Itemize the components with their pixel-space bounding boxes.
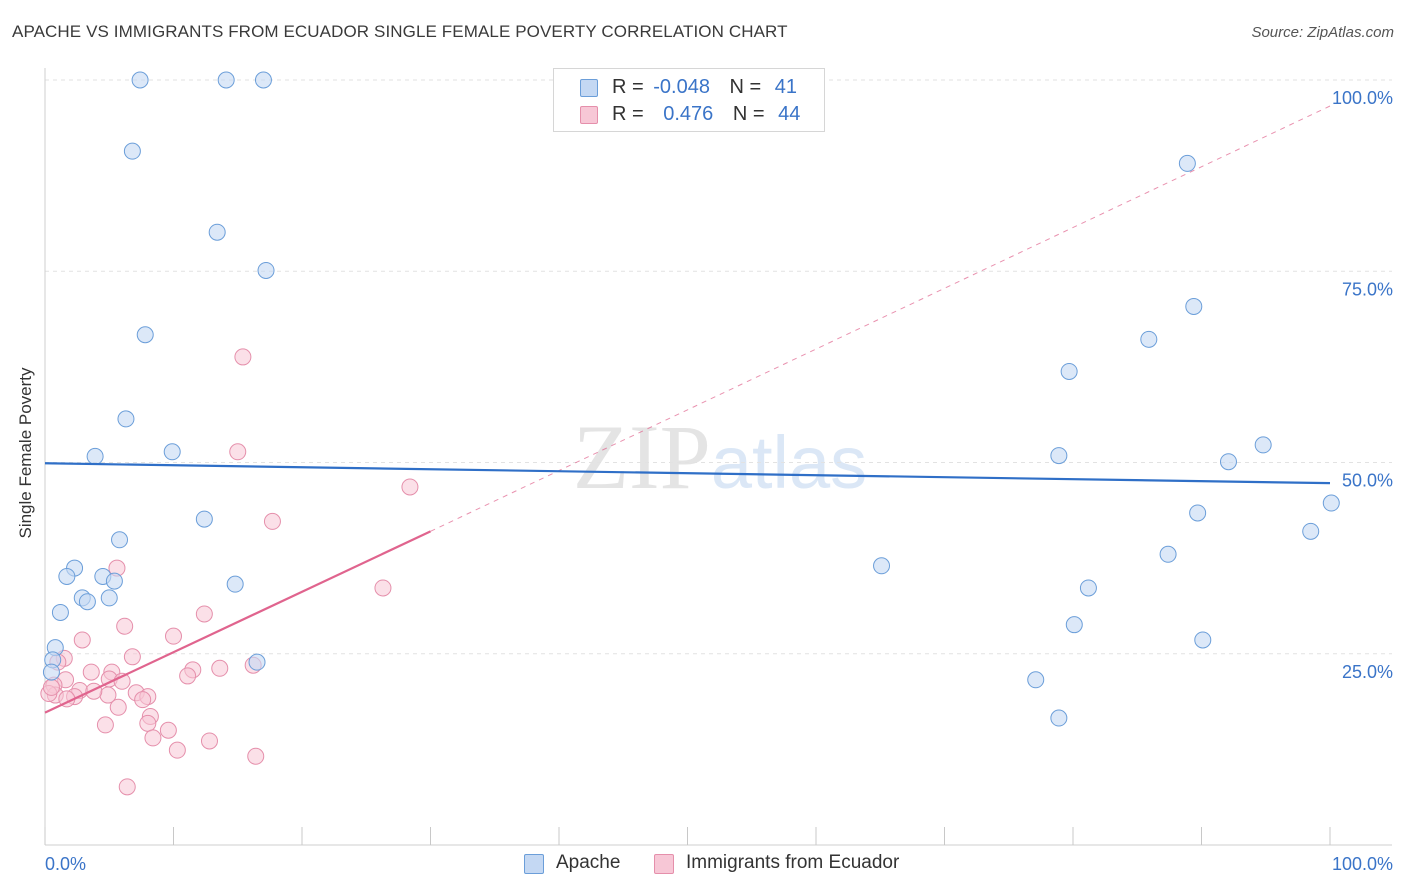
legend-n-label: N = — [732, 103, 765, 125]
apache-trend-line — [44, 462, 1331, 485]
ecuador-point — [247, 747, 265, 765]
ecuador-point — [401, 478, 419, 496]
apache-point — [1159, 545, 1177, 563]
y-tick-label: 50.0% — [1342, 471, 1393, 491]
ecuador-point — [123, 648, 141, 666]
ecuador-trend-line — [44, 530, 431, 714]
apache-point — [86, 447, 104, 465]
ecuador-point — [229, 443, 247, 461]
ecuador-point — [374, 579, 392, 597]
apache-point — [226, 575, 244, 593]
apache-point — [117, 410, 135, 428]
apache-point — [58, 567, 76, 585]
ecuador-point — [144, 729, 162, 747]
apache-point — [873, 557, 891, 575]
ecuador-point — [118, 778, 136, 796]
ecuador-point — [179, 667, 197, 685]
ecuador-point — [42, 678, 60, 696]
apache-point — [1050, 447, 1068, 465]
watermark: ZIPatlas — [573, 406, 867, 508]
apache-point — [1254, 436, 1272, 454]
apache-point — [1060, 362, 1078, 380]
ecuador-point — [195, 605, 213, 623]
ecuador-point — [168, 741, 186, 759]
apache-point — [51, 603, 69, 621]
apache-point — [111, 531, 129, 549]
apache-point — [1194, 631, 1212, 649]
legend-r-label: R = — [612, 76, 644, 98]
apache-point — [254, 71, 272, 89]
apache-point — [257, 261, 275, 279]
apache-point — [100, 589, 118, 607]
ecuador-point — [109, 698, 127, 716]
apache-point — [136, 326, 154, 344]
ecuador-legend-swatch — [654, 854, 674, 874]
apache-point — [1079, 579, 1097, 597]
ecuador-point — [211, 659, 229, 677]
apache-point — [123, 142, 141, 160]
ecuador-trend-extension — [430, 105, 1331, 532]
apache-point — [78, 593, 96, 611]
ecuador-point — [73, 631, 91, 649]
apache-point — [42, 663, 60, 681]
legend-n-value: 44 — [778, 103, 801, 125]
y-tick-label: 25.0% — [1342, 662, 1393, 682]
chart-source: Source: ZipAtlas.com — [1251, 24, 1394, 41]
ecuador-point — [165, 627, 182, 645]
y-tick-label: 100.0% — [1332, 88, 1393, 108]
x-tick-label: 0.0% — [45, 854, 86, 874]
apache-point — [195, 510, 213, 528]
apache-point — [1219, 453, 1237, 471]
x-tick-label: 100.0% — [1332, 854, 1393, 874]
apache-swatch — [580, 79, 598, 97]
ecuador-point — [116, 617, 134, 635]
legend-r-value: -0.048 — [653, 76, 710, 98]
legend-r-value: 0.476 — [663, 103, 714, 125]
apache-point — [1189, 504, 1207, 522]
ecuador-point — [134, 691, 152, 709]
apache-point — [1140, 330, 1158, 348]
chart-title: APACHE VS IMMIGRANTS FROM ECUADOR SINGLE… — [12, 22, 788, 41]
apache-point — [1322, 494, 1340, 512]
apache-point — [105, 572, 123, 590]
legend-n-value: 41 — [774, 76, 798, 98]
apache-point — [1050, 709, 1068, 727]
y-tick-label: 75.0% — [1342, 279, 1393, 299]
stats-legend: R = -0.048 N = 41 R = 0.476 N = 44 — [553, 68, 825, 132]
apache-point — [1185, 297, 1203, 315]
apache-point — [1027, 671, 1045, 689]
apache-point — [1065, 616, 1083, 634]
apache-point — [131, 71, 149, 89]
apache-point — [163, 443, 181, 461]
legend-n-label: N = — [729, 76, 762, 98]
ecuador-point — [263, 512, 281, 530]
apache-point — [217, 71, 235, 89]
ecuador-point — [200, 732, 218, 750]
legend-r-label: R = — [612, 103, 644, 125]
apache-legend-label: Apache — [556, 852, 621, 873]
ecuador-swatch — [580, 106, 598, 124]
apache-point — [248, 653, 266, 671]
ecuador-point — [139, 714, 157, 732]
ecuador-point — [96, 716, 114, 734]
ecuador-point — [234, 348, 252, 366]
apache-point — [208, 223, 226, 241]
apache-point — [1178, 154, 1196, 172]
apache-point — [1302, 522, 1320, 540]
ecuador-legend-label: Immigrants from Ecuador — [686, 852, 900, 873]
ecuador-point — [159, 721, 177, 739]
y-axis-label: Single Female Poverty — [16, 367, 35, 539]
apache-legend-swatch — [524, 854, 544, 874]
ecuador-point — [82, 663, 100, 681]
